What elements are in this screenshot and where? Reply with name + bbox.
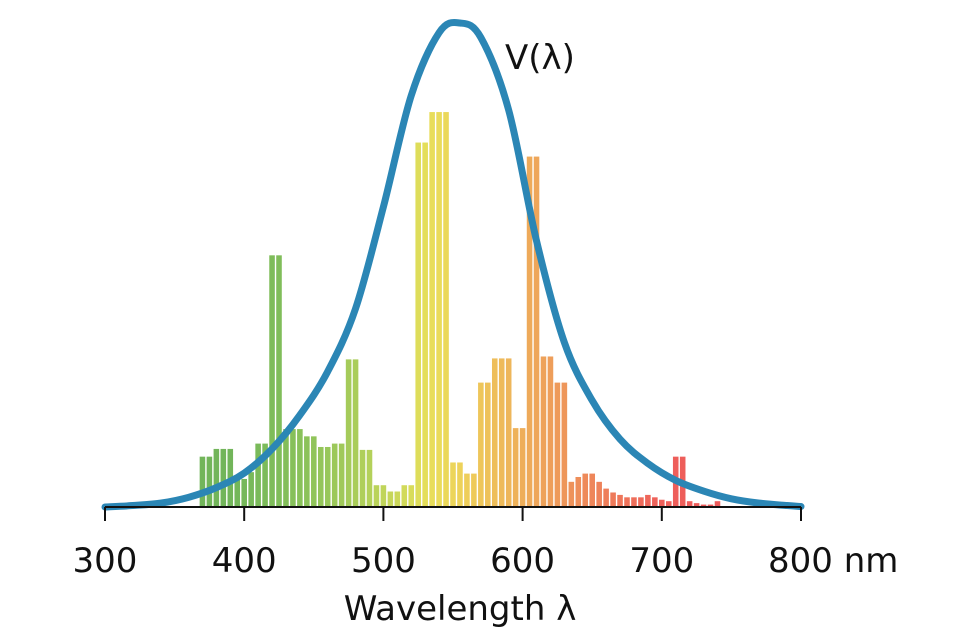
spectrum-bar <box>248 472 254 507</box>
spectrum-bar <box>478 382 484 507</box>
spectrum-bar <box>331 443 338 507</box>
spectrum-bar <box>380 485 387 507</box>
spectrum-bar <box>707 504 714 507</box>
spectrum-bar <box>422 142 428 508</box>
spectrum-bar <box>645 494 651 507</box>
spectrum-bar <box>234 475 241 507</box>
x-axis-title: Wavelength λ <box>344 589 577 629</box>
spectrum-bar <box>498 358 505 507</box>
spectrum-bar <box>199 456 206 507</box>
spectrum-bar <box>394 491 401 507</box>
spectrum-bar <box>387 491 394 507</box>
spectrum-bar <box>415 142 421 508</box>
x-tick-label: 500 <box>351 541 416 581</box>
spectrum-bar <box>554 382 561 507</box>
x-tick-label: 600 <box>490 541 555 581</box>
spectrum-bar <box>714 501 721 507</box>
spectrum-bar <box>582 473 589 507</box>
spectrum-bar <box>408 485 415 507</box>
spectrum-bar <box>471 473 477 507</box>
spectrum-bar <box>401 485 408 507</box>
curve-label: V(λ) <box>505 38 575 78</box>
x-tick-label: 400 <box>212 541 277 581</box>
spectrum-bar <box>359 449 366 507</box>
spectrum-bar <box>512 428 519 507</box>
spectrum-bar <box>324 446 331 507</box>
spectrum-bar <box>436 112 442 507</box>
spectrum-bar <box>638 497 644 507</box>
spectrum-bar <box>457 462 463 507</box>
spectrum-bar <box>290 429 296 507</box>
spectrum-bar <box>276 255 282 507</box>
spectrum-bar <box>561 382 568 507</box>
spectrum-bar <box>631 497 637 507</box>
luminosity-curve-v-lambda <box>101 18 805 511</box>
spectrum-bar <box>665 501 672 507</box>
spectrum-bar <box>659 499 665 507</box>
spectrum-bar <box>311 436 317 507</box>
spectrum-bar <box>345 359 352 507</box>
spectrum-bar <box>283 429 289 507</box>
spectrum-bar <box>443 112 449 507</box>
spectrum-bar <box>269 255 275 507</box>
x-axis-ticks: 300 400 500 600 700 800 nm <box>73 507 898 581</box>
spectrum-bar <box>220 448 227 507</box>
spectrum-bar <box>686 501 693 507</box>
spectrum-bar <box>429 112 435 507</box>
spectrum-bar <box>373 485 380 507</box>
spectrum-bar <box>297 429 303 507</box>
x-tick-label: 800 nm <box>768 541 898 581</box>
spectrum-bar <box>603 488 609 507</box>
x-tick-label: 700 <box>629 541 694 581</box>
spectrum-bar <box>304 436 310 507</box>
spectrum-bar <box>206 456 213 507</box>
spectrum-bar <box>262 443 268 507</box>
spectrum-bar <box>526 156 533 507</box>
spectrum-bar <box>366 449 373 507</box>
spectrum-bar <box>491 358 498 507</box>
spectrum-bar <box>617 494 623 507</box>
spectrum-bar <box>338 443 345 507</box>
spectrum-bar <box>652 497 658 507</box>
spectrum-bar <box>255 443 261 507</box>
spectrum-bar <box>610 492 616 507</box>
spectrum-bar <box>485 382 491 507</box>
x-tick-label: 300 <box>73 541 138 581</box>
spectrum-bar <box>693 503 700 507</box>
spectrum-bar <box>317 446 324 507</box>
spectrum-bar <box>450 462 456 507</box>
spectrum-bar <box>596 481 602 507</box>
spectrum-bar <box>464 473 470 507</box>
spectrum-bar <box>589 473 595 507</box>
spectrum-bar <box>533 156 540 507</box>
spectrum-bar <box>540 356 547 507</box>
spectrum-bar <box>213 448 220 507</box>
spectrum-bar <box>700 504 707 507</box>
spectrum-bar <box>505 358 512 507</box>
spectrum-bar <box>568 481 575 507</box>
spectrum-bar <box>624 497 630 507</box>
spectrum-bar <box>352 359 359 507</box>
spectrum-bar <box>519 428 526 507</box>
spectrum-bar <box>241 478 247 507</box>
spectrum-bar <box>575 476 582 507</box>
spectrum-bar <box>547 356 554 507</box>
